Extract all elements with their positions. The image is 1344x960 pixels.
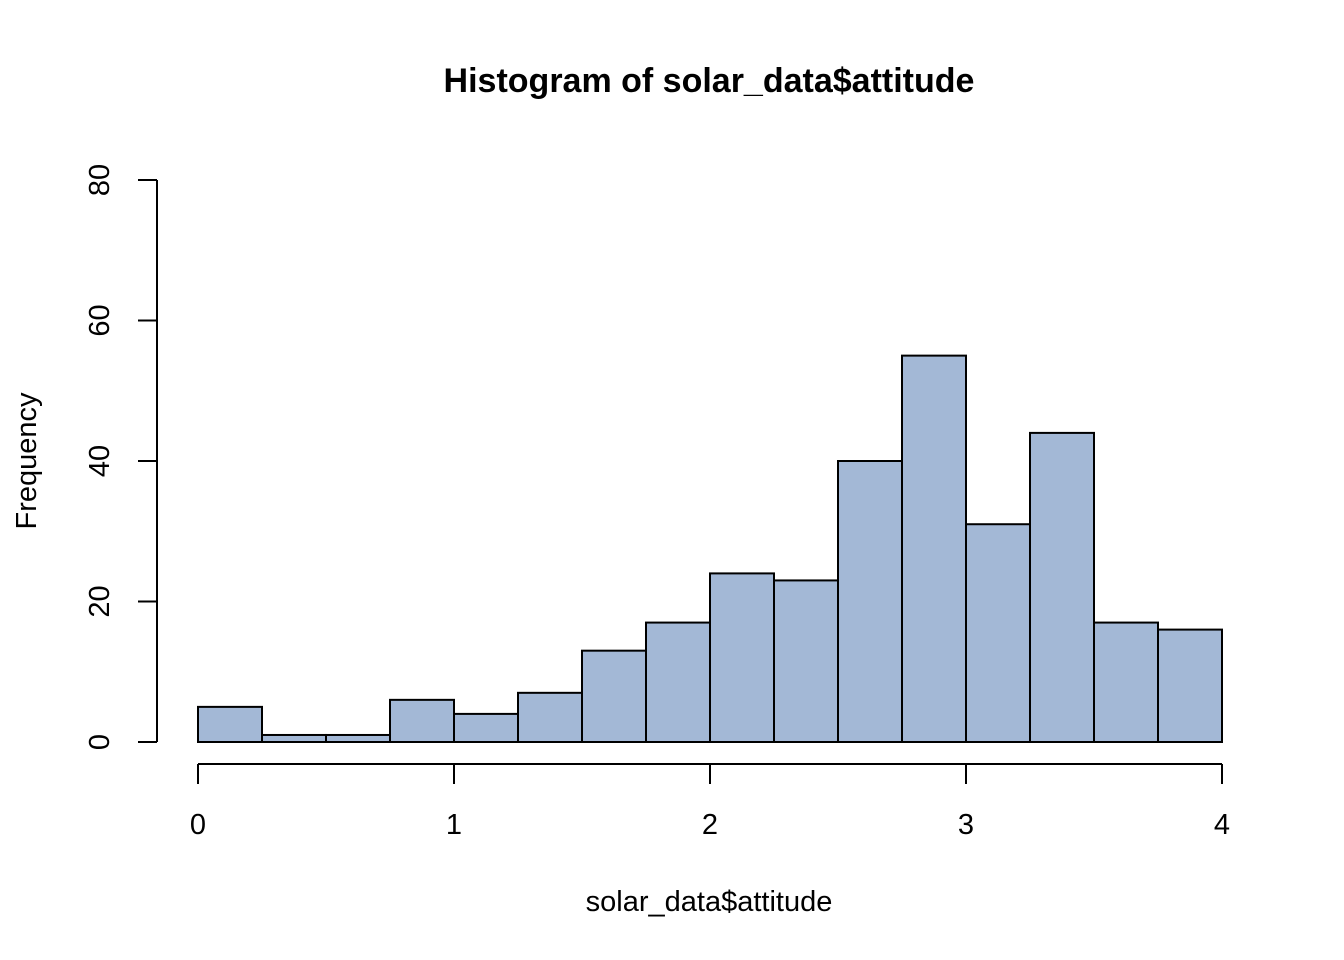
histogram-bar-15	[1157, 628, 1223, 743]
y-axis: 0 20 40 60 80	[84, 164, 158, 750]
histogram-bar-12	[965, 523, 1031, 743]
histogram-bar-14	[1093, 621, 1159, 744]
histogram-bar-13	[1029, 431, 1095, 743]
y-tick-label-1: 20	[84, 585, 116, 617]
histogram-bar-9	[773, 579, 839, 743]
x-tick-label-0: 0	[190, 809, 206, 841]
histogram-bar-3	[389, 698, 455, 743]
y-tick-label-2: 40	[84, 445, 116, 477]
histogram-bar-7	[645, 621, 711, 744]
histogram-bar-5	[517, 691, 583, 744]
x-tick-label-2: 2	[702, 809, 718, 841]
histogram-bar-8	[709, 572, 775, 744]
histogram-bar-2	[325, 733, 391, 743]
histogram-bar-6	[581, 649, 647, 743]
x-axis-label: solar_data$attitude	[586, 886, 833, 918]
x-tick-label-3: 3	[958, 809, 974, 841]
histogram-bar-11	[901, 354, 967, 743]
histogram-bar-0	[197, 705, 263, 743]
chart-title: Histogram of solar_data$attitude	[444, 62, 975, 100]
x-tick-label-4: 4	[1214, 809, 1230, 841]
x-axis: 0 1 2 3 4	[190, 763, 1230, 841]
y-tick-label-0: 0	[84, 734, 116, 750]
y-tick-label-3: 60	[84, 304, 116, 336]
histogram-bar-10	[837, 460, 903, 743]
histogram-bar-4	[453, 712, 519, 744]
y-tick-label-4: 80	[84, 164, 116, 196]
y-axis-label: Frequency	[11, 392, 43, 530]
histogram-bar-1	[261, 733, 327, 743]
x-tick-label-1: 1	[446, 809, 462, 841]
bars-group	[197, 354, 1223, 744]
